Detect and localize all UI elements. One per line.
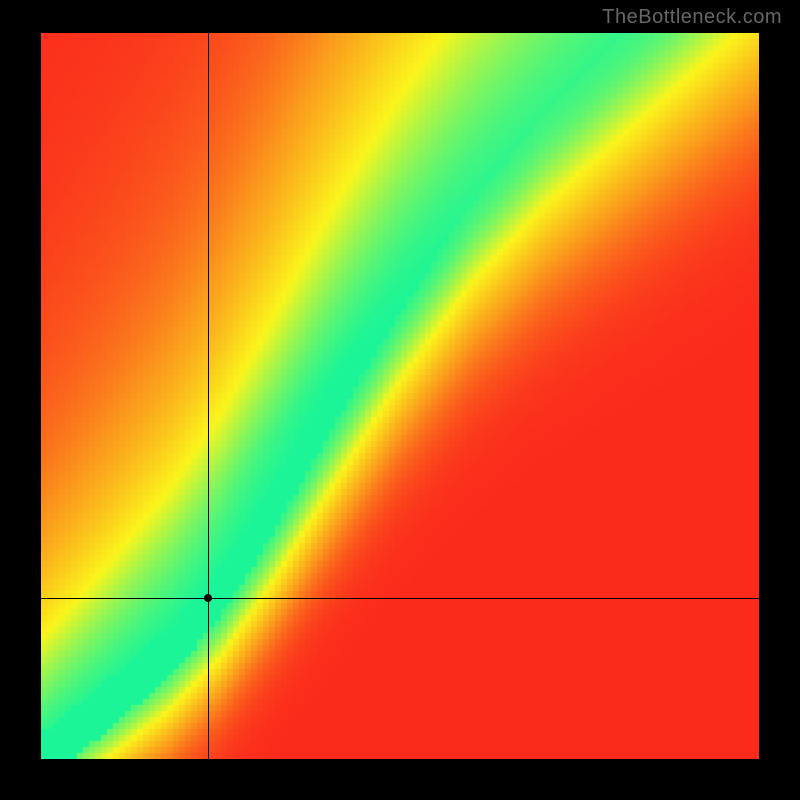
heatmap-chart xyxy=(41,33,759,759)
watermark-text: TheBottleneck.com xyxy=(602,6,782,29)
heatmap-canvas xyxy=(41,33,759,759)
